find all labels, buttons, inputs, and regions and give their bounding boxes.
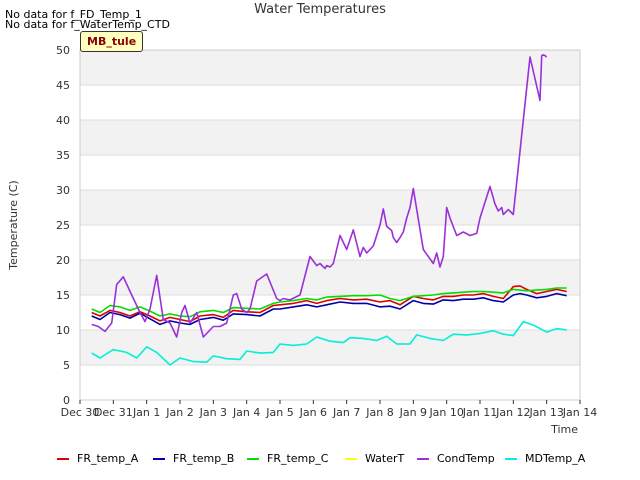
x-tick-label: Jan 13: [528, 406, 563, 419]
background-band: [80, 260, 580, 295]
legend: FR_temp_A FR_temp_B FR_temp_C WaterT CondTem…: [0, 452, 640, 470]
legend-item-fr-temp-c: FR_temp_C: [247, 452, 328, 465]
x-tick-label: Dec 31: [94, 406, 133, 419]
x-tick-label: Jan 12: [495, 406, 530, 419]
y-tick-label: 15: [56, 289, 70, 302]
series-line-condtemp: [91, 54, 548, 338]
series-line-fr-temp-a: [91, 285, 567, 323]
y-tick-label: 45: [56, 79, 70, 92]
background-band: [80, 190, 580, 225]
x-tick-label: Jan 14: [562, 406, 597, 419]
legend-swatch: [153, 458, 165, 460]
legend-swatch: [345, 458, 357, 460]
y-tick-label: 40: [56, 114, 70, 127]
y-tick-label: 25: [56, 219, 70, 232]
background-band: [80, 50, 580, 85]
series-line-fr-temp-b: [91, 292, 567, 326]
y-axis-label: Temperature (C): [7, 180, 20, 270]
background-band: [80, 120, 580, 155]
legend-item-watert: WaterT: [345, 452, 404, 465]
y-tick-label: 0: [63, 394, 70, 407]
plot-frame: [79, 49, 581, 401]
background-band: [80, 330, 580, 365]
no-data-note-fd-temp: No data for f_FD_Temp_1: [5, 8, 142, 21]
x-tick-label: Jan 11: [462, 406, 497, 419]
x-tick-label: Jan 9: [399, 406, 427, 419]
background-band: [80, 365, 580, 400]
x-tick-label: Jan 4: [232, 406, 260, 419]
legend-item-condtemp: CondTemp: [417, 452, 495, 465]
legend-item-fr-temp-a: FR_temp_A: [57, 452, 138, 465]
x-tick-label: Jan 8: [365, 406, 393, 419]
x-axis-label: Time: [550, 423, 578, 436]
y-tick-label: 5: [63, 359, 70, 372]
site-label-badge: MB_tule: [80, 31, 144, 52]
legend-label: MDTemp_A: [525, 452, 586, 465]
legend-label: FR_temp_A: [77, 452, 139, 465]
x-tick-label: Jan 5: [265, 406, 293, 419]
series-line-fr-temp-c: [91, 287, 567, 318]
y-tick-label: 10: [56, 324, 70, 337]
x-tick-label: Jan 3: [199, 406, 227, 419]
y-tick-label: 30: [56, 184, 70, 197]
background-band: [80, 225, 580, 260]
legend-label: WaterT: [365, 452, 405, 465]
background-band: [80, 85, 580, 120]
legend-item-mdtemp-a: MDTemp_A: [505, 452, 585, 465]
chart-title: Water Temperatures: [254, 2, 386, 17]
x-tick-label: Jan 2: [165, 406, 193, 419]
y-tick-label: 35: [56, 149, 70, 162]
legend-swatch: [247, 458, 259, 460]
y-tick-label: 20: [56, 254, 70, 267]
x-tick-label: Dec 30: [61, 406, 100, 419]
legend-label: FR_temp_C: [267, 452, 329, 465]
legend-swatch: [505, 458, 517, 460]
legend-swatch: [417, 458, 429, 460]
x-tick-label: Jan 10: [428, 406, 463, 419]
x-tick-label: Jan 1: [132, 406, 160, 419]
legend-swatch: [57, 458, 69, 460]
legend-label: FR_temp_B: [173, 452, 235, 465]
y-tick-label: 50: [56, 44, 70, 57]
x-tick-label: Jan 6: [299, 406, 327, 419]
background-band: [80, 155, 580, 190]
no-data-note-watertemp-ctd: No data for f_WaterTemp_CTD: [5, 18, 170, 31]
legend-label: CondTemp: [437, 452, 495, 465]
series-line-mdtemp-a: [91, 320, 567, 366]
x-tick-label: Jan 7: [332, 406, 360, 419]
legend-item-fr-temp-b: FR_temp_B: [153, 452, 234, 465]
